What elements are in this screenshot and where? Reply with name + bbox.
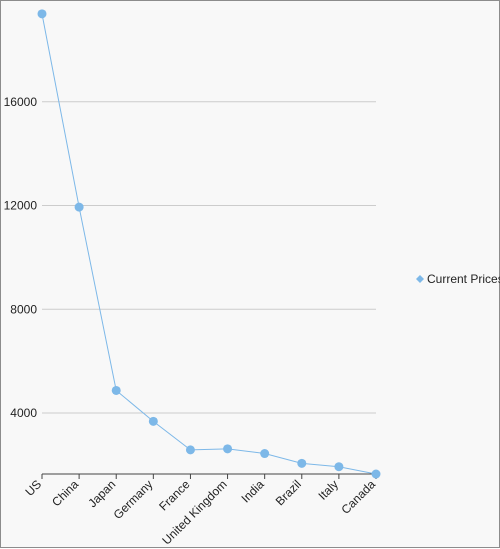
x-tick-label: US [22,477,44,499]
data-point [260,449,270,459]
x-tick-label: Japan [85,477,118,510]
data-point [111,385,121,395]
data-point [74,202,84,212]
legend: Current Prices [416,272,500,286]
y-axis: 4000 8000 12000 16000 [4,95,38,420]
y-tick-label: 4000 [10,406,37,420]
legend-label: Current Prices [427,272,500,286]
y-tick-label: 8000 [10,302,37,316]
y-tick-label: 12000 [4,199,38,213]
series-group [37,9,381,479]
x-tick-label: China [49,477,81,509]
data-point [297,458,307,468]
legend-marker [416,275,424,283]
grid-lines [42,101,376,414]
y-tick-label: 16000 [4,95,38,109]
data-point [334,462,344,472]
data-point [148,416,158,426]
data-point [37,9,47,19]
x-tick-label: Italy [316,477,341,502]
x-tick-label: Brazil [273,477,304,508]
data-point [223,444,233,454]
x-tick-label: India [238,477,267,506]
series-line [41,13,377,475]
x-tick-label: Canada [338,477,378,517]
x-tick-label: United Kingdom [159,477,229,547]
data-point [371,469,381,479]
x-tick-label: Germany [111,477,156,522]
x-tick-label: France [156,477,193,514]
data-point [185,445,195,455]
